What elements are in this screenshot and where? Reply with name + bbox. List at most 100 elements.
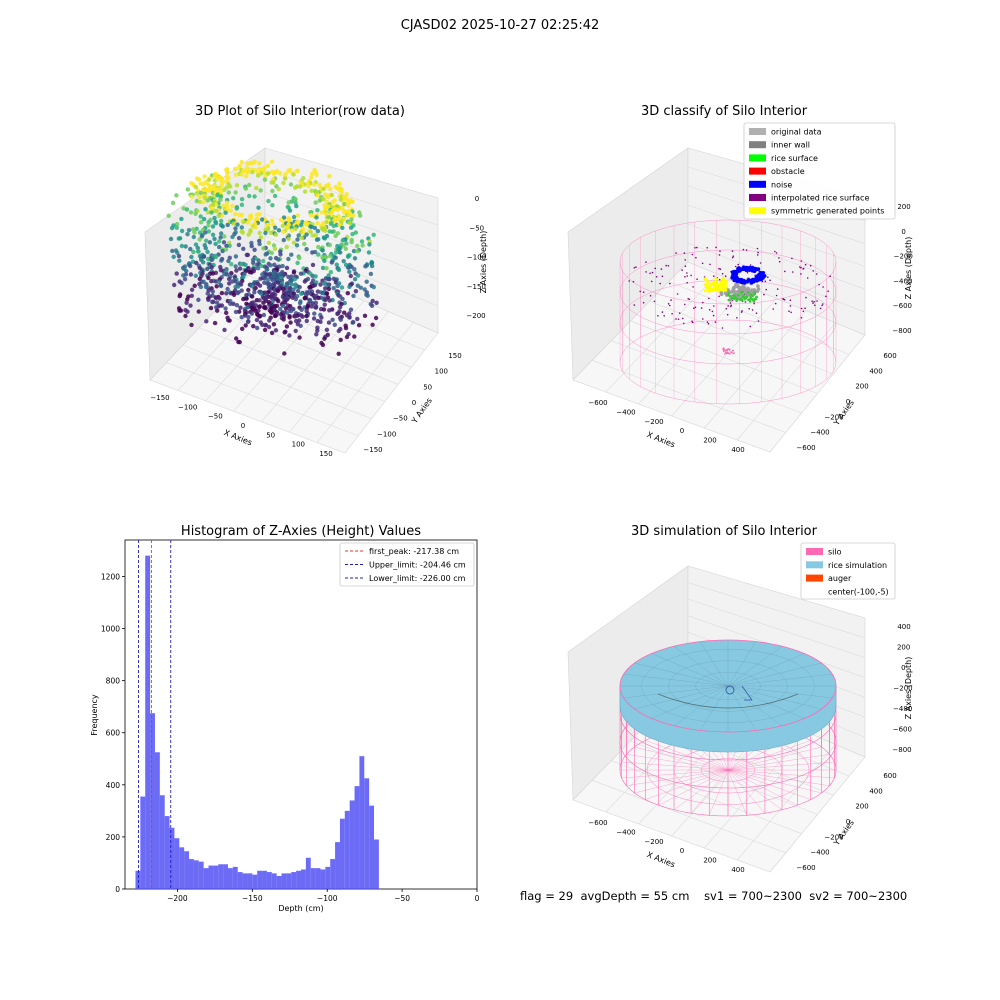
plot1-y-tick-label: 150 [448, 352, 461, 360]
plot4-surface-mesh-line [727, 646, 783, 687]
plot1-point [183, 313, 188, 319]
plot1-point [339, 190, 344, 195]
plot1-point [293, 200, 298, 205]
plot1-point [233, 212, 238, 217]
plot1-point [251, 324, 256, 329]
plot1-point [184, 268, 189, 274]
plot1-point [253, 225, 258, 230]
plot1-point [255, 173, 261, 178]
plot2-interpolated-point [721, 327, 724, 329]
plot1-point [185, 187, 190, 192]
plot1-point [277, 171, 283, 176]
plot1-point [213, 241, 218, 247]
plot1-point [330, 229, 335, 234]
plot1-point [249, 243, 254, 249]
plot1-point [257, 241, 262, 247]
plot1-point [178, 308, 184, 313]
plot2-interpolated-point [709, 263, 711, 266]
plot1-point [198, 214, 203, 219]
plot1-point [189, 322, 194, 328]
plot4-z-tick-label: −400 [893, 705, 912, 713]
plot2-interpolated-point [706, 321, 709, 323]
plot1-x-tick-label: 150 [319, 450, 332, 458]
plot1-point [191, 234, 196, 240]
plot1-point [239, 315, 244, 320]
plot1-point [282, 330, 287, 335]
plot2-interpolated-point [687, 298, 689, 300]
plot2-interpolated-point [628, 280, 630, 282]
plot2-noise-point [733, 272, 738, 277]
histogram-bar [359, 756, 365, 889]
plot1-point [271, 322, 277, 327]
plot1-point [174, 225, 179, 230]
plot1-point [227, 318, 232, 323]
plot1-point [249, 284, 254, 289]
plot2-interpolated-point [650, 280, 653, 283]
plot1-point [308, 213, 314, 218]
plot1-point [265, 163, 271, 169]
plot1-point [366, 250, 372, 255]
plot1-point [347, 269, 352, 274]
plot1-point [363, 264, 368, 269]
plot1-point [236, 235, 242, 241]
plot1-point [331, 286, 336, 291]
plot1-y-tick-label: −100 [377, 430, 396, 438]
plot2-interpolated-point [764, 280, 767, 283]
plot1-point [233, 166, 238, 171]
plot1-point [226, 258, 231, 264]
plot1-point [226, 276, 232, 282]
histogram-x-tick-label: 0 [475, 894, 480, 903]
plot1-point [233, 309, 239, 315]
histogram-bar [276, 875, 282, 889]
plot1-point [317, 198, 322, 203]
plot1-point [314, 172, 319, 177]
plot1-point [351, 248, 357, 254]
plot2-interpolated-point [635, 266, 637, 268]
histogram-y-tick-label: 0 [115, 885, 120, 894]
plot4-center-marker [741, 685, 753, 701]
plot4-y-tick-label: −400 [810, 849, 829, 857]
plot1-point [323, 297, 328, 303]
plot1-gridline [264, 169, 439, 226]
plot1-point [217, 296, 222, 301]
plot1-point [231, 196, 236, 201]
plot1-point [215, 193, 220, 198]
plot1-point [274, 184, 279, 189]
plot2-gridline [687, 242, 866, 313]
plot2-noise-point [732, 278, 737, 283]
plot2-interpolated-point [708, 309, 711, 311]
plot1-z-tick-label: 0 [475, 195, 479, 203]
plot2-interpolated-point [749, 264, 752, 266]
plot1-point [337, 304, 343, 310]
plot1-point [260, 322, 265, 327]
plot1-point [284, 324, 290, 329]
plot1-point [205, 249, 210, 255]
histogram-bar [364, 778, 370, 889]
plot2-inner-wall-point [752, 288, 757, 292]
plot1-point [179, 243, 185, 249]
plot1-point [185, 297, 190, 302]
plot1-point [299, 291, 304, 296]
plot2-interpolated-point [655, 276, 658, 278]
plot2-legend-swatch [749, 154, 766, 162]
plot1-point [308, 229, 313, 235]
plot1-point [338, 317, 343, 322]
plot1-point [269, 159, 275, 164]
histogram-y-tick-label: 600 [106, 729, 121, 738]
plot1-gridline [232, 292, 412, 368]
plot2-interpolated-point [812, 302, 814, 304]
plot1-point [249, 270, 254, 275]
plot1-point [327, 308, 332, 313]
plot2-symmetric-point [706, 280, 710, 284]
plot2-interpolated-point [670, 299, 672, 301]
plot1-point [281, 180, 286, 186]
plot4-surface-mesh-line [699, 685, 729, 731]
plot4-surface-mesh-line [651, 653, 729, 687]
plot1-point [246, 314, 251, 320]
plot1-point [278, 306, 283, 312]
plot1-point [224, 243, 229, 249]
plot1-point [326, 277, 331, 282]
plot1-point [239, 159, 244, 165]
plot1-point [288, 182, 294, 187]
plot2-interpolated-point [767, 276, 769, 279]
